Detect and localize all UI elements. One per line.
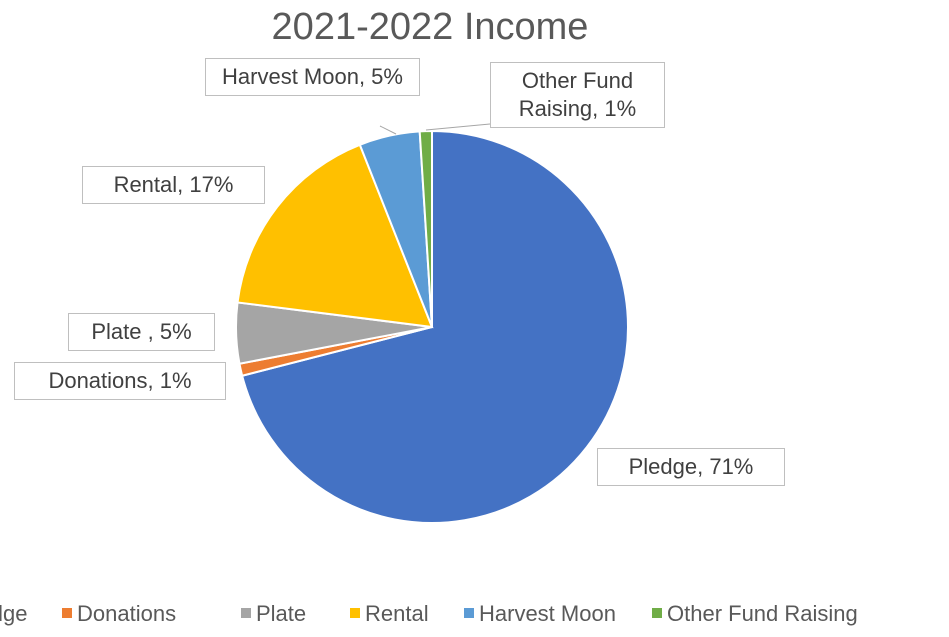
data-label: Rental, 17% [82, 166, 265, 204]
data-label: Plate , 5% [68, 313, 215, 351]
data-label: Other Fund Raising, 1% [490, 62, 665, 128]
pie-slice [236, 143, 434, 329]
legend-swatch [652, 608, 662, 618]
legend-label: Pledge [0, 601, 28, 626]
leader-line [425, 123, 491, 131]
legend-label: Harvest Moon [479, 601, 616, 626]
data-label: Donations, 1% [14, 362, 226, 400]
legend-swatch [62, 608, 72, 618]
pie-slice [418, 129, 433, 328]
data-label: Harvest Moon, 5% [205, 58, 420, 96]
leader-line [379, 125, 397, 135]
legend-swatch [464, 608, 474, 618]
data-label: Pledge, 71% [597, 448, 785, 486]
legend-label: Plate [256, 601, 306, 626]
legend-label: Other Fund Raising [667, 601, 858, 626]
legend-swatch [350, 608, 360, 618]
legend-label: Rental [365, 601, 429, 626]
legend-label: Donations [77, 601, 176, 626]
pie-slice [240, 129, 629, 524]
legend-swatch [241, 608, 251, 618]
chart-title: 2021-2022 Income [271, 6, 589, 48]
